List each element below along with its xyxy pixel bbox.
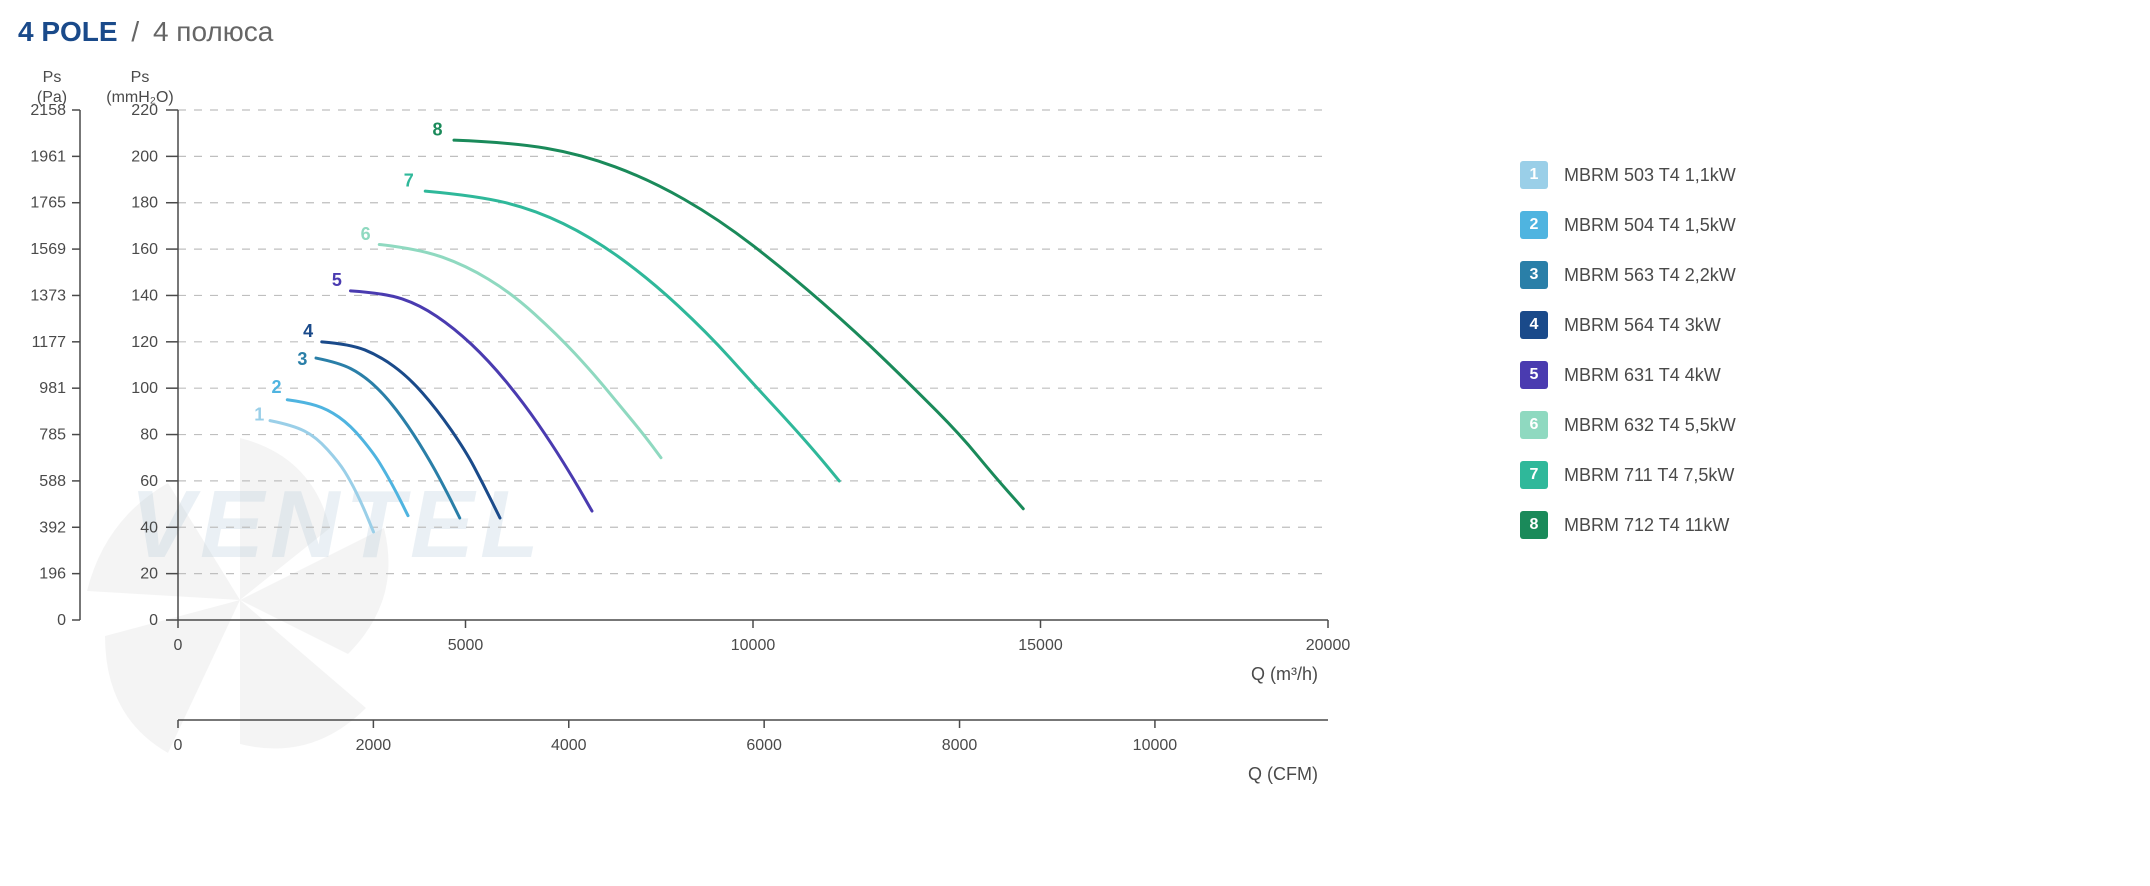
legend-label-7: MBRM 711 T4 7,5kW — [1564, 465, 1734, 486]
legend-row-2: 2 MBRM 504 T4 1,5kW — [1520, 200, 1920, 250]
svg-text:0: 0 — [149, 612, 158, 629]
series-label-7: 7 — [404, 171, 414, 191]
svg-text:15000: 15000 — [1018, 637, 1063, 654]
series-3 — [316, 358, 460, 518]
chart-legend: 1 MBRM 503 T4 1,1kW 2 MBRM 504 T4 1,5kW 3 MBR… — [1520, 150, 1920, 550]
series-6 — [379, 244, 661, 457]
svg-text:1569: 1569 — [30, 241, 66, 258]
legend-row-5: 5 MBRM 631 T4 4kW — [1520, 350, 1920, 400]
svg-text:160: 160 — [131, 241, 158, 258]
series-label-5: 5 — [332, 270, 342, 290]
legend-swatch-7: 7 — [1520, 461, 1548, 489]
legend-label-6: MBRM 632 T4 5,5kW — [1564, 415, 1736, 436]
legend-row-7: 7 MBRM 711 T4 7,5kW — [1520, 450, 1920, 500]
svg-text:1961: 1961 — [30, 148, 66, 165]
svg-text:60: 60 — [140, 473, 158, 490]
legend-swatch-2: 2 — [1520, 211, 1548, 239]
svg-text:5000: 5000 — [448, 637, 484, 654]
series-7 — [425, 191, 839, 481]
legend-swatch-5: 5 — [1520, 361, 1548, 389]
svg-text:Q (m³/h): Q (m³/h) — [1251, 664, 1318, 684]
svg-text:1765: 1765 — [30, 195, 66, 212]
legend-row-1: 1 MBRM 503 T4 1,1kW — [1520, 150, 1920, 200]
svg-text:8000: 8000 — [942, 737, 978, 754]
legend-swatch-3: 3 — [1520, 261, 1548, 289]
svg-text:392: 392 — [39, 519, 66, 536]
svg-text:6000: 6000 — [746, 737, 782, 754]
svg-text:2000: 2000 — [356, 737, 392, 754]
svg-text:40: 40 — [140, 519, 158, 536]
svg-text:Ps: Ps — [43, 70, 62, 86]
series-5 — [351, 291, 593, 511]
svg-text:20000: 20000 — [1306, 637, 1351, 654]
legend-label-1: MBRM 503 T4 1,1kW — [1564, 165, 1736, 186]
legend-row-6: 6 MBRM 632 T4 5,5kW — [1520, 400, 1920, 450]
title-sub: 4 полюса — [153, 16, 273, 47]
legend-row-8: 8 MBRM 712 T4 11kW — [1520, 500, 1920, 550]
chart-svg: 0 196 392 588 785 981 1177 1373 1569 1765 1961 21 5 8… — [18, 70, 1378, 870]
legend-label-2: MBRM 504 T4 1,5kW — [1564, 215, 1736, 236]
performance-chart: 0 196 392 588 785 981 1177 1373 1569 1765 1961 21 5 8… — [18, 70, 1378, 870]
series-label-4: 4 — [303, 321, 313, 341]
series-1 — [270, 421, 374, 532]
series-label-3: 3 — [297, 349, 307, 369]
svg-text:Ps: Ps — [131, 70, 150, 86]
legend-swatch-6: 6 — [1520, 411, 1548, 439]
legend-label-5: MBRM 631 T4 4kW — [1564, 365, 1721, 386]
svg-text:100: 100 — [131, 380, 158, 397]
svg-text:10000: 10000 — [1133, 737, 1178, 754]
legend-row-3: 3 MBRM 563 T4 2,2kW — [1520, 250, 1920, 300]
svg-text:120: 120 — [131, 334, 158, 351]
legend-swatch-1: 1 — [1520, 161, 1548, 189]
legend-label-8: MBRM 712 T4 11kW — [1564, 515, 1729, 536]
svg-text:200: 200 — [131, 148, 158, 165]
svg-text:180: 180 — [131, 195, 158, 212]
svg-text:(Pa): (Pa) — [37, 89, 67, 106]
svg-text:196: 196 — [39, 566, 66, 583]
series-label-2: 2 — [271, 377, 281, 397]
svg-text:0: 0 — [174, 637, 183, 654]
series-label-8: 8 — [432, 120, 442, 140]
series-label-6: 6 — [361, 224, 371, 244]
svg-text:0: 0 — [57, 612, 66, 629]
svg-text:20: 20 — [140, 566, 158, 583]
svg-text:80: 80 — [140, 427, 158, 444]
svg-text:10000: 10000 — [731, 637, 776, 654]
legend-row-4: 4 MBRM 564 T4 3kW — [1520, 300, 1920, 350]
legend-label-3: MBRM 563 T4 2,2kW — [1564, 265, 1736, 286]
chart-title: 4 POLE / 4 полюса — [18, 16, 273, 48]
legend-label-4: MBRM 564 T4 3kW — [1564, 315, 1721, 336]
svg-text:981: 981 — [39, 380, 66, 397]
svg-text:785: 785 — [39, 427, 66, 444]
svg-text:Q (CFM): Q (CFM) — [1248, 764, 1318, 784]
svg-text:0: 0 — [174, 737, 183, 754]
svg-text:140: 140 — [131, 287, 158, 304]
svg-text:1373: 1373 — [30, 287, 66, 304]
legend-swatch-8: 8 — [1520, 511, 1548, 539]
series-8 — [454, 140, 1023, 509]
svg-text:4000: 4000 — [551, 737, 587, 754]
svg-text:588: 588 — [39, 473, 66, 490]
svg-text:1177: 1177 — [32, 334, 67, 351]
title-main: 4 POLE — [18, 16, 118, 47]
title-sep: / — [131, 16, 139, 47]
legend-swatch-4: 4 — [1520, 311, 1548, 339]
series-label-1: 1 — [254, 405, 264, 425]
series-2 — [287, 400, 408, 516]
svg-text:(mmH₂O): (mmH₂O) — [106, 89, 174, 106]
